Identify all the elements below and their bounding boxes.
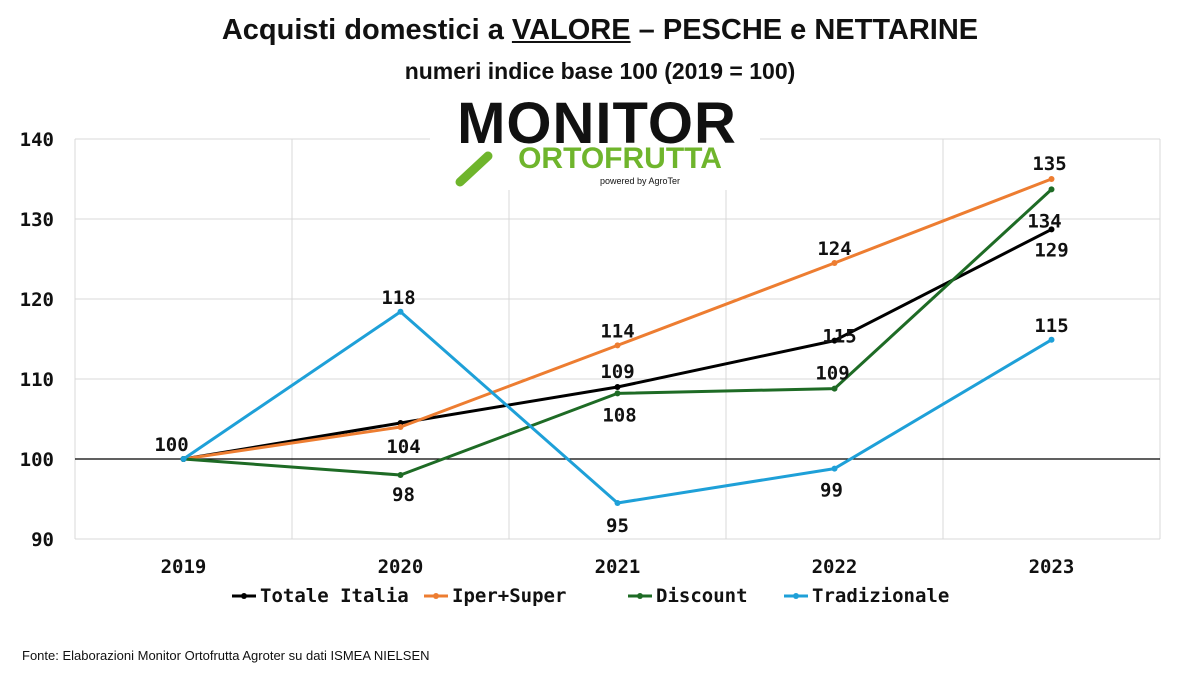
data-point [831, 337, 838, 344]
data-label: 108 [602, 404, 636, 426]
data-point [1048, 176, 1055, 182]
data-point [614, 384, 621, 390]
logo-background [430, 92, 760, 190]
legend-label: Iper+Super [452, 585, 566, 607]
legend-marker [241, 593, 247, 599]
magnifier-handle-icon [455, 151, 493, 187]
data-label: 114 [600, 320, 634, 342]
y-tick-label: 110 [20, 369, 54, 391]
logo-word-monitor: MONITOR [457, 91, 737, 156]
y-axis: 90 100 110 120 130 140 [20, 129, 54, 551]
source-note: Fonte: Elaborazioni Monitor Ortofrutta A… [22, 648, 430, 663]
data-label: 115 [822, 326, 856, 348]
data-point [397, 308, 404, 315]
y-tick-label: 100 [20, 449, 54, 471]
x-tick-label: 2022 [812, 556, 858, 578]
data-point [831, 465, 838, 472]
chart-title: Acquisti domestici a VALORE – PESCHE e N… [0, 14, 1200, 47]
x-tick-label: 2019 [161, 556, 207, 578]
legend-marker [793, 593, 799, 599]
data-label: 100 [154, 434, 188, 456]
data-label: 109 [815, 363, 849, 385]
data-point [831, 260, 838, 266]
data-label: 135 [1032, 153, 1066, 175]
data-label: 98 [392, 484, 415, 506]
logo-word-ortofrutta: ORTOFRUTTA [518, 142, 722, 175]
data-point [1048, 186, 1055, 193]
data-point [614, 390, 621, 397]
title-prefix: Acquisti domestici a [221, 14, 512, 46]
data-labels: 109 115 129 104 114 124 135 98 108 109 134 100 118 95… [154, 153, 1068, 537]
legend-label: Totale Italia [260, 585, 409, 607]
data-label: 115 [1034, 315, 1068, 337]
data-label: 118 [381, 287, 415, 309]
data-label: 104 [386, 436, 420, 458]
legend-label: Tradizionale [812, 585, 949, 607]
data-label: 95 [606, 515, 629, 537]
data-point [397, 424, 404, 430]
chart-subtitle: numeri indice base 100 (2019 = 100) [404, 58, 796, 84]
logo-tagline: powered by AgroTer [600, 176, 680, 186]
data-label: 99 [820, 480, 843, 502]
data-label: 124 [817, 238, 851, 260]
data-point [614, 500, 621, 506]
data-point [180, 456, 187, 462]
y-tick-label: 120 [20, 289, 54, 311]
series-lines [180, 176, 1055, 506]
legend-label: Discount [656, 585, 748, 607]
title-emphasis: VALORE [511, 14, 631, 46]
legend-marker [433, 593, 439, 599]
data-point [614, 342, 621, 349]
data-point [1048, 226, 1055, 233]
monitor-ortofrutta-logo: MONITOR ORTOFRUTTA powered by AgroTer [430, 91, 760, 190]
legend-marker [637, 593, 643, 599]
data-label: 134 [1027, 210, 1061, 232]
x-tick-label: 2021 [595, 556, 641, 578]
x-tick-label: 2023 [1029, 556, 1075, 578]
data-point [1048, 336, 1055, 343]
title-suffix: – PESCHE e NETTARINE [630, 14, 979, 46]
legend: Totale Italia Iper+Super Discount Tradizion… [232, 585, 949, 607]
y-tick-label: 140 [20, 129, 54, 151]
x-axis: 2019 2020 2021 2022 2023 [161, 556, 1075, 578]
data-point [831, 385, 838, 392]
y-tick-label: 130 [20, 209, 54, 231]
data-label: 109 [600, 361, 634, 383]
data-label: 129 [1034, 239, 1068, 261]
data-point [397, 472, 404, 478]
y-tick-label: 90 [31, 529, 54, 551]
x-tick-label: 2020 [378, 556, 424, 578]
